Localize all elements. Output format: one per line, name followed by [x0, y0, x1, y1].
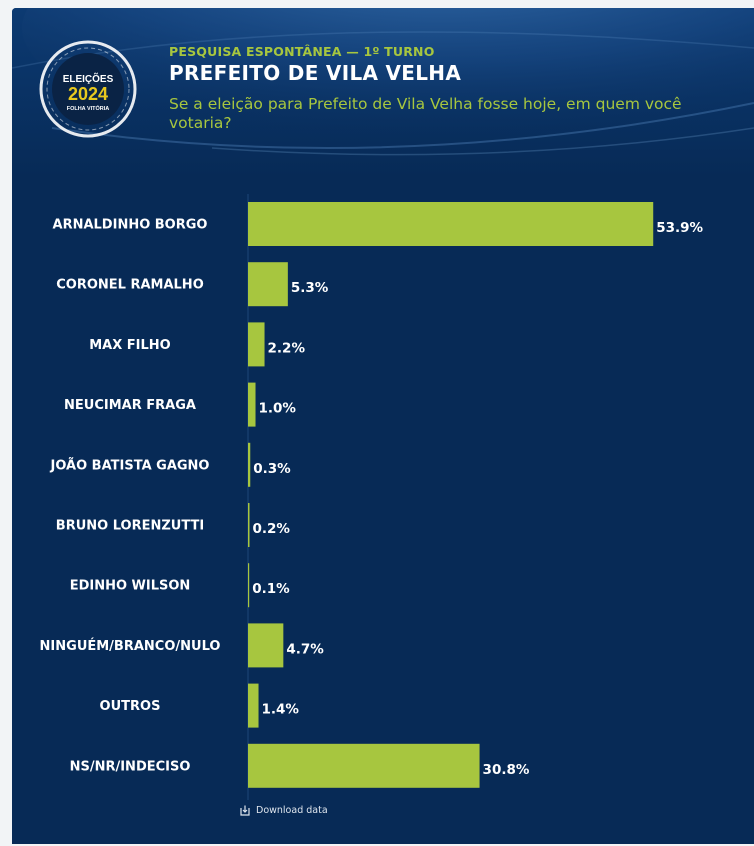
chart-subtitle: PESQUISA ESPONTÂNEA — 1º TURNO [169, 44, 435, 59]
elections-logo: ELEIÇÕES 2024 FOLHA VITÓRIA [39, 40, 137, 138]
category-label: CORONEL RAMALHO [56, 278, 204, 293]
bar[interactable] [248, 382, 256, 427]
category-label: NS/NR/INDECISO [70, 759, 191, 774]
value-label: 0.2% [253, 521, 291, 537]
chart-question: Se a eleição para Prefeito de Vila Velha… [169, 95, 682, 132]
bar-chart: ARNALDINHO BORGO 53.9% CORONEL RAMALHO 5.3%… [40, 194, 704, 800]
bar[interactable] [248, 743, 480, 788]
category-label: EDINHO WILSON [70, 579, 191, 594]
category-label: OUTROS [100, 699, 161, 714]
chart-card: ELEIÇÕES 2024 FOLHA VITÓRIA PESQUISA ESP… [12, 8, 754, 844]
value-label: 4.7% [286, 641, 324, 657]
category-label: MAX FILHO [89, 338, 170, 353]
bar[interactable] [248, 683, 259, 728]
value-label: 30.8% [483, 762, 530, 778]
category-label: NEUCIMAR FRAGA [64, 398, 196, 413]
chart-title: PREFEITO DE VILA VELHA [169, 61, 462, 85]
bar[interactable] [248, 322, 265, 367]
bar[interactable] [248, 563, 250, 608]
download-label: Download data [256, 805, 328, 816]
value-label: 1.0% [259, 401, 297, 417]
bar[interactable] [248, 202, 654, 246]
value-label: 1.4% [262, 702, 300, 718]
value-label: 2.2% [268, 340, 306, 356]
category-label: NINGUÉM/BRANCO/NULO [40, 638, 221, 654]
category-label: ARNALDINHO BORGO [53, 218, 208, 233]
download-icon [240, 805, 250, 816]
logo-year: 2024 [68, 84, 108, 104]
value-label: 5.3% [291, 280, 329, 296]
bar[interactable] [248, 442, 251, 487]
bar[interactable] [248, 262, 288, 307]
category-label: BRUNO LORENZUTTI [56, 519, 204, 534]
header-background [12, 8, 754, 178]
bar[interactable] [248, 503, 250, 547]
value-label: 53.9% [656, 220, 703, 236]
value-label: 0.1% [252, 581, 290, 597]
bar[interactable] [248, 623, 284, 668]
download-data-button[interactable]: Download data [240, 805, 328, 816]
logo-brand: FOLHA VITÓRIA [67, 104, 110, 112]
category-label: JOÃO BATISTA GAGNO [50, 457, 210, 473]
logo-title: ELEIÇÕES [63, 72, 114, 85]
value-label: 0.3% [253, 461, 291, 477]
